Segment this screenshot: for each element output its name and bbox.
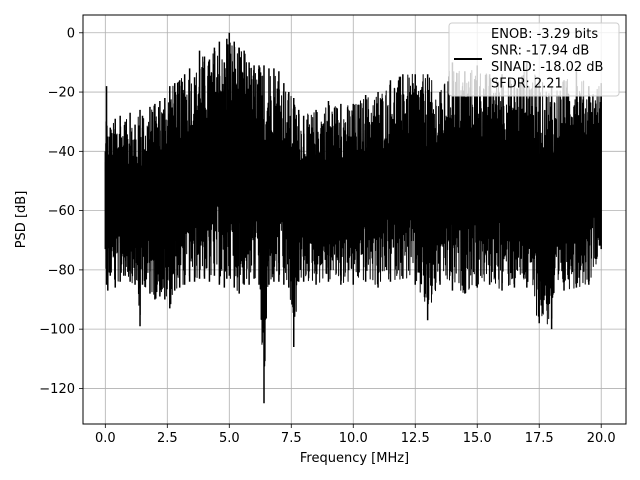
legend: ENOB: -3.29 bits SNR: -17.94 dB SINAD: -… [448, 22, 620, 97]
x-tick-label: 2.5 [157, 431, 178, 446]
x-tick-label: 15.0 [463, 431, 492, 446]
y-tick-label: −80 [48, 263, 75, 278]
plot-frame [82, 14, 627, 425]
x-axis-label: Frequency [MHz] [300, 451, 409, 466]
y-tick-label: −120 [39, 382, 75, 397]
legend-sinad: SINAD: -18.02 dB [491, 60, 603, 75]
y-tick-label: −60 [48, 204, 75, 219]
y-axis-ticks: 0 −20 −40 −60 −80 −100 −120 [39, 26, 83, 397]
plot-region [104, 32, 602, 404]
x-tick-label: 5.0 [219, 431, 240, 446]
legend-box [448, 22, 620, 97]
x-tick-label: 0.0 [95, 431, 116, 446]
psd-series [104, 32, 602, 404]
y-tick-label: −40 [48, 145, 75, 160]
x-tick-label: 12.5 [401, 431, 430, 446]
y-tick-label: −20 [48, 86, 75, 101]
y-tick-label: −100 [39, 323, 75, 338]
x-tick-label: 20.0 [587, 431, 616, 446]
legend-snr: SNR: -17.94 dB [491, 44, 589, 59]
x-tick-label: 17.5 [525, 431, 554, 446]
x-tick-label: 10.0 [339, 431, 368, 446]
legend-enob: ENOB: -3.29 bits [491, 27, 598, 42]
y-tick-label: 0 [67, 26, 75, 41]
x-tick-label: 7.5 [281, 431, 302, 446]
x-axis-ticks: 0.0 2.5 5.0 7.5 10.0 12.5 15.0 17.5 20.0 [95, 424, 616, 446]
legend-sfdr: SFDR: 2.21 [491, 77, 563, 92]
y-axis-label: PSD [dB] [14, 191, 29, 249]
